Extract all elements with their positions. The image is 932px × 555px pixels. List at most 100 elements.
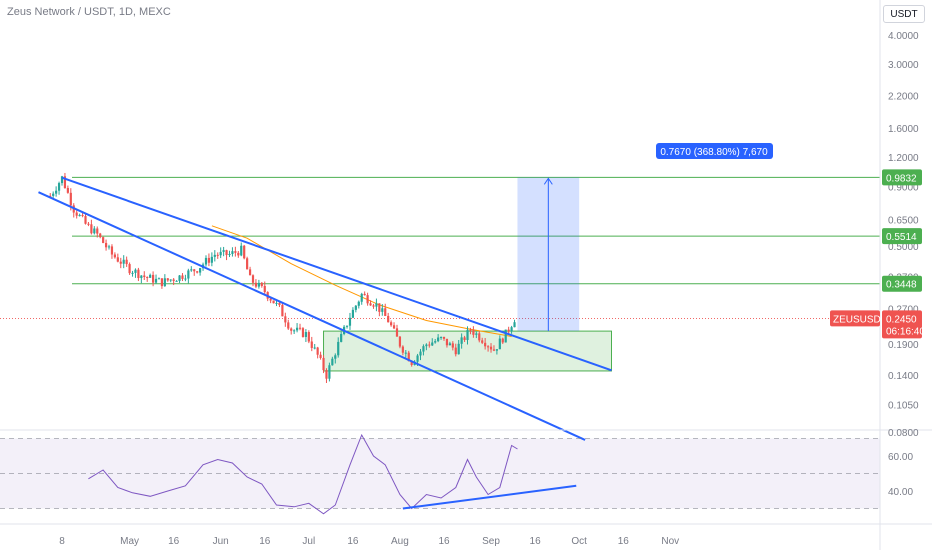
candle[interactable] [369,300,372,306]
candle[interactable] [340,331,343,343]
candle[interactable] [57,181,61,195]
candle[interactable] [187,268,190,284]
candle[interactable] [107,244,111,250]
candle[interactable] [437,334,440,343]
candle[interactable] [278,302,281,308]
trendline-lower[interactable] [38,191,586,441]
candle[interactable] [372,303,375,309]
candle[interactable] [384,303,387,317]
candle[interactable] [293,329,296,335]
candle[interactable] [486,345,490,352]
candle[interactable] [49,193,52,197]
candle[interactable] [75,210,78,219]
candle[interactable] [248,266,252,276]
candle[interactable] [272,300,275,304]
candle[interactable] [357,300,360,309]
candle[interactable] [510,325,513,334]
rsi-line[interactable] [88,433,518,515]
candle[interactable] [116,253,119,263]
candle[interactable] [475,331,478,339]
candle[interactable] [387,312,390,323]
candle[interactable] [140,275,143,284]
candle[interactable] [225,249,228,261]
candle[interactable] [434,339,437,344]
candle[interactable] [110,244,114,259]
candle[interactable] [60,175,64,186]
candle[interactable] [460,333,463,349]
currency-button[interactable]: USDT [883,5,925,23]
candle[interactable] [331,356,334,366]
candle[interactable] [137,267,140,282]
candle[interactable] [466,326,469,345]
candle[interactable] [166,278,169,282]
candle[interactable] [199,267,202,276]
candle[interactable] [472,326,475,338]
candle[interactable] [428,341,431,348]
candle[interactable] [143,271,146,281]
candle[interactable] [313,343,316,350]
candle[interactable] [489,343,493,353]
candle[interactable] [175,280,178,282]
candle[interactable] [378,303,381,317]
candle[interactable] [401,345,404,356]
candle[interactable] [228,250,231,258]
candle[interactable] [284,312,287,327]
candle[interactable] [422,344,425,356]
candle[interactable] [419,348,422,361]
candle[interactable] [81,212,84,218]
candle[interactable] [234,246,237,257]
candle[interactable] [78,213,81,217]
candle[interactable] [178,275,181,283]
candle[interactable] [442,336,446,341]
candle[interactable] [328,362,331,382]
candle[interactable] [290,327,293,335]
candle[interactable] [501,337,504,344]
candle[interactable] [451,341,454,351]
candle[interactable] [113,252,116,259]
candle[interactable] [298,323,302,331]
candle[interactable] [445,338,449,348]
candle[interactable] [52,191,55,199]
candle[interactable] [478,331,481,343]
candle[interactable] [181,273,184,282]
candle[interactable] [457,340,460,355]
candle[interactable] [354,305,357,313]
candle[interactable] [216,252,219,259]
candle[interactable] [125,256,128,267]
candle[interactable] [157,277,161,280]
candle[interactable] [196,270,199,274]
candle[interactable] [243,244,246,260]
candle[interactable] [104,239,108,251]
candle[interactable] [439,336,443,340]
candle[interactable] [325,368,328,383]
candle[interactable] [222,246,225,257]
candle[interactable] [390,320,393,327]
candle[interactable] [207,253,211,267]
candle[interactable] [210,252,213,267]
candle[interactable] [184,274,187,282]
candle[interactable] [319,351,322,360]
candle[interactable] [310,336,313,352]
candle[interactable] [469,327,472,335]
candle[interactable] [99,232,102,239]
candle[interactable] [504,329,507,343]
candle[interactable] [260,281,263,288]
candle[interactable] [63,172,67,189]
candle[interactable] [304,329,307,342]
candle[interactable] [454,343,457,357]
candle[interactable] [237,250,240,258]
candle[interactable] [404,349,407,358]
candle[interactable] [90,219,93,235]
candle[interactable] [87,221,90,227]
candle[interactable] [513,319,516,328]
candle[interactable] [263,281,266,296]
candle[interactable] [193,268,196,276]
candle[interactable] [146,276,149,282]
candle[interactable] [316,346,319,359]
candle[interactable] [96,226,99,238]
candle[interactable] [131,270,134,277]
candle[interactable] [149,273,152,278]
candle[interactable] [287,319,290,330]
candle[interactable] [334,353,337,364]
